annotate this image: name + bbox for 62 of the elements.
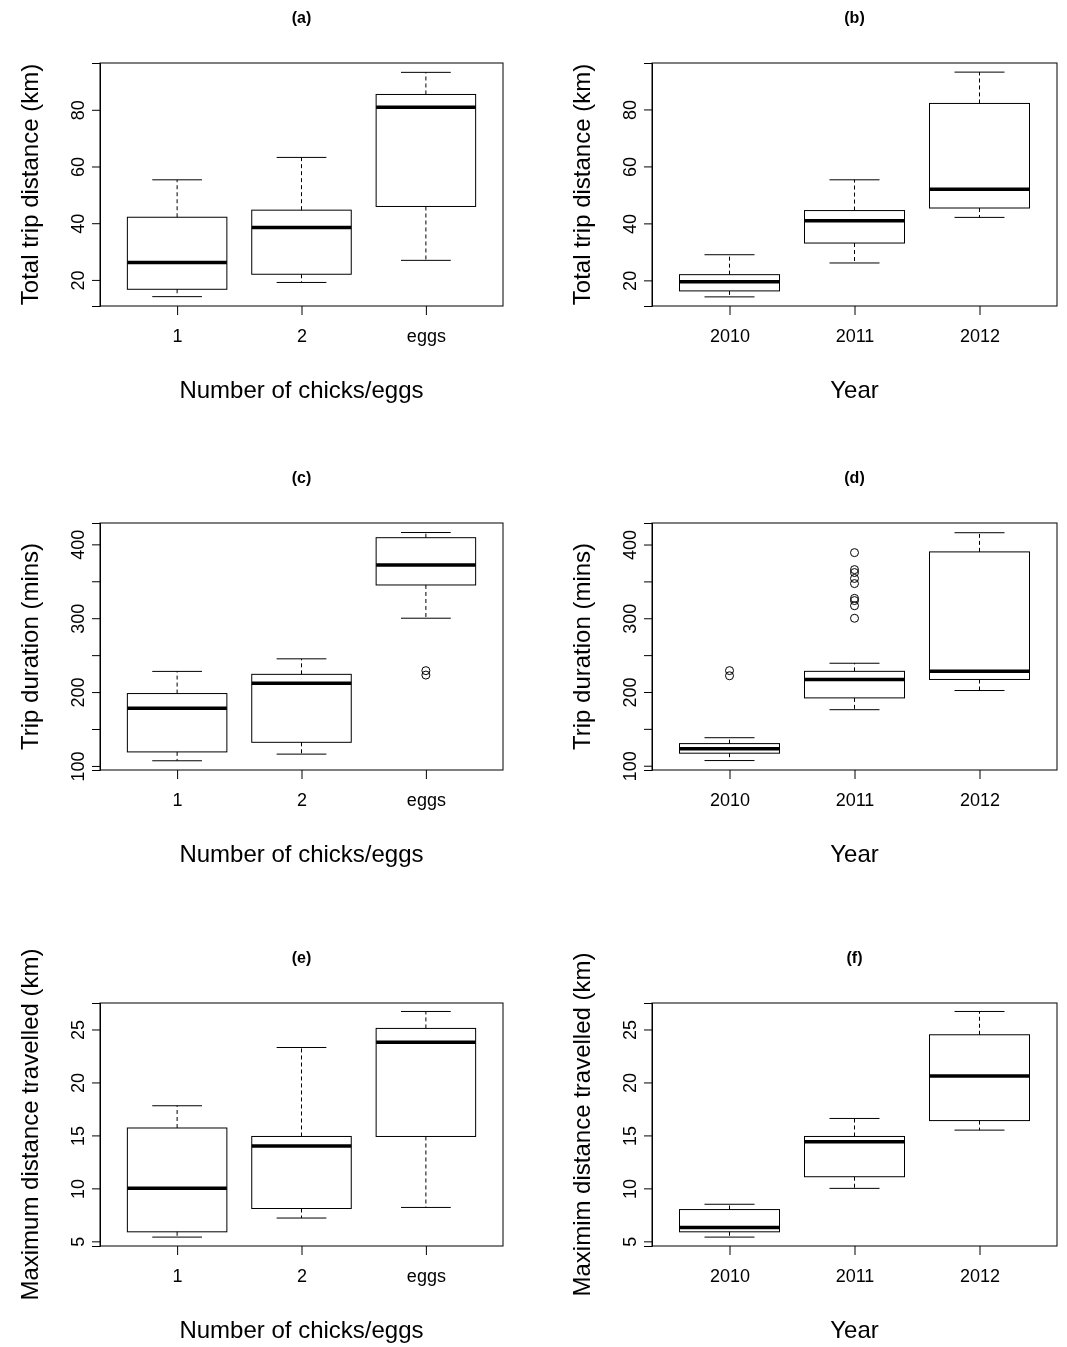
y-tick-label: 20 <box>68 270 88 291</box>
x-tick-label: 2012 <box>959 1265 1001 1286</box>
y-tick-label: 10 <box>68 1178 88 1199</box>
y-tick-label: 80 <box>68 100 88 121</box>
y-tick-label: 40 <box>68 213 88 234</box>
y-tick-label: 25 <box>620 1019 640 1040</box>
x-axis-title: Year <box>830 376 879 403</box>
x-tick-label: eggs <box>406 789 446 810</box>
y-tick-label: 400 <box>68 529 88 560</box>
x-tick-label: 2011 <box>835 1265 875 1286</box>
x-axis-title: Number of chicks/eggs <box>179 840 424 867</box>
y-axis-title: Trip duration (mins) <box>568 542 595 751</box>
x-tick-label: 2012 <box>959 325 1001 346</box>
x-tick-label: 2 <box>296 789 308 810</box>
x-axis-title: Number of chicks/eggs <box>179 376 424 403</box>
x-axis-title: Year <box>830 1316 879 1343</box>
x-tick-label: 1 <box>172 789 183 810</box>
y-tick-label: 5 <box>620 1236 640 1247</box>
chart-title: (e) <box>291 949 312 966</box>
y-tick-label: 200 <box>68 677 88 708</box>
y-axis-title: Trip duration (mins) <box>16 542 43 751</box>
x-tick-label: 2011 <box>835 325 875 346</box>
x-tick-label: 1 <box>172 325 183 346</box>
y-tick-label: 200 <box>620 677 640 708</box>
y-tick-label: 10 <box>620 1178 640 1199</box>
x-tick-label: eggs <box>406 1265 446 1286</box>
y-tick-label: 400 <box>620 530 640 561</box>
x-tick-label: eggs <box>406 325 446 346</box>
y-tick-label: 20 <box>68 1072 88 1093</box>
y-tick-label: 20 <box>620 270 640 291</box>
y-tick-label: 15 <box>68 1125 88 1146</box>
x-tick-label: 2010 <box>709 789 751 810</box>
y-tick-label: 40 <box>620 213 640 234</box>
y-axis-title: Total trip distance (km) <box>568 63 595 306</box>
x-tick-label: 2011 <box>835 789 875 810</box>
y-tick-label: 20 <box>620 1072 640 1093</box>
x-tick-label: 2 <box>296 325 308 346</box>
y-tick-label: 80 <box>620 99 640 120</box>
y-tick-label: 60 <box>68 156 88 178</box>
chart-title: (f) <box>846 949 863 966</box>
chart-title: (a) <box>291 9 312 26</box>
x-axis-title: Number of chicks/eggs <box>179 1316 424 1343</box>
y-tick-label: 5 <box>68 1236 88 1247</box>
y-axis-title: Maximum distance travelled (km) <box>16 948 43 1301</box>
chart-title: (c) <box>291 469 312 486</box>
x-tick-label: 2 <box>296 1265 308 1286</box>
y-tick-label: 100 <box>620 751 640 782</box>
y-tick-label: 15 <box>620 1125 640 1146</box>
x-axis-title: Year <box>830 840 879 867</box>
y-axis-title: Maximim distance travelled (km) <box>568 952 595 1297</box>
y-tick-label: 300 <box>620 603 640 634</box>
y-axis-title: Total trip distance (km) <box>16 63 43 306</box>
x-tick-label: 2010 <box>709 1265 751 1286</box>
y-tick-label: 100 <box>68 751 88 782</box>
x-tick-label: 2010 <box>709 325 751 346</box>
y-tick-label: 300 <box>68 603 88 634</box>
chart-title: (b) <box>844 9 865 26</box>
y-tick-label: 60 <box>620 156 640 177</box>
x-tick-label: 1 <box>172 1265 183 1286</box>
x-tick-label: 2012 <box>959 789 1001 810</box>
chart-title: (d) <box>844 469 865 486</box>
y-tick-label: 25 <box>68 1019 88 1040</box>
